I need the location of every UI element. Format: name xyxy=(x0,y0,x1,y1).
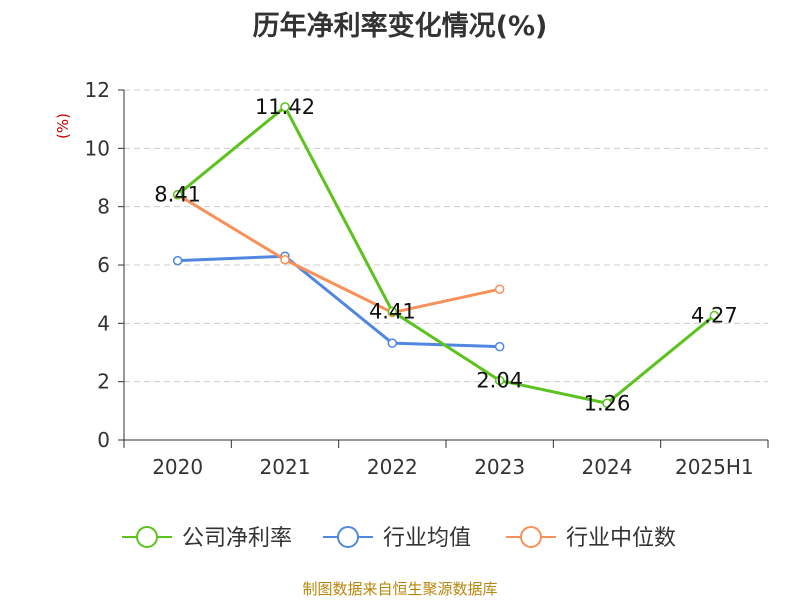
series-line xyxy=(176,105,716,405)
axes: 0 2 4 6 8 10 12 (%) 2020 2021 2022 2023 2024 2025H1 xyxy=(54,78,769,479)
legend-marker-icon xyxy=(520,526,542,548)
y-tick-label: 4 xyxy=(97,311,110,335)
series-lines xyxy=(172,102,720,408)
source-note: 制图数据来自恒生聚源数据库 xyxy=(302,580,498,598)
x-tick-label: 2021 xyxy=(260,455,311,479)
x-tick-label: 2023 xyxy=(474,455,525,479)
legend-label: 行业中位数 xyxy=(566,526,676,551)
legend-marker-icon xyxy=(136,526,158,548)
grid-lines xyxy=(124,89,768,383)
y-tick-label: 2 xyxy=(97,370,110,394)
legend-label: 行业均值 xyxy=(383,526,471,551)
data-point xyxy=(280,102,290,112)
y-tick-label: 6 xyxy=(97,253,110,277)
data-label: 2.04 xyxy=(476,369,523,393)
data-point xyxy=(602,398,612,408)
series-line xyxy=(177,254,500,349)
y-tick-label: 0 xyxy=(97,428,110,452)
x-tick-label: 2025H1 xyxy=(675,455,754,479)
y-tick-label: 12 xyxy=(85,78,110,102)
legend-marker-icon xyxy=(337,526,359,548)
data-point xyxy=(494,375,505,386)
data-label: 1.26 xyxy=(584,391,631,415)
chart-title: 历年净利率变化情况(%) xyxy=(252,11,548,42)
data-point xyxy=(387,338,398,348)
data-point xyxy=(494,341,505,352)
x-tick-label: 2024 xyxy=(582,455,633,479)
data-label: 4.41 xyxy=(369,299,416,323)
legend: 公司净利率 行业均值 行业中位数 xyxy=(122,526,676,551)
data-point xyxy=(709,310,720,321)
legend-label: 公司净利率 xyxy=(182,526,292,551)
data-point xyxy=(494,284,505,294)
y-tick-label: 8 xyxy=(97,195,110,219)
series-line xyxy=(176,193,500,315)
data-point xyxy=(387,306,398,317)
data-labels: 8.41 11.42 4.41 2.04 1.26 4.27 xyxy=(154,95,737,415)
data-point xyxy=(172,189,183,200)
y-axis-title: (%) xyxy=(54,113,72,139)
x-tick-label: 2022 xyxy=(367,455,418,479)
x-tick-label: 2020 xyxy=(152,455,203,479)
data-point xyxy=(172,255,183,266)
data-label: 4.27 xyxy=(691,303,738,327)
data-label: 8.41 xyxy=(154,183,201,207)
data-point xyxy=(280,255,290,265)
y-tick-label: 10 xyxy=(85,136,110,160)
data-label: 11.42 xyxy=(255,95,315,119)
